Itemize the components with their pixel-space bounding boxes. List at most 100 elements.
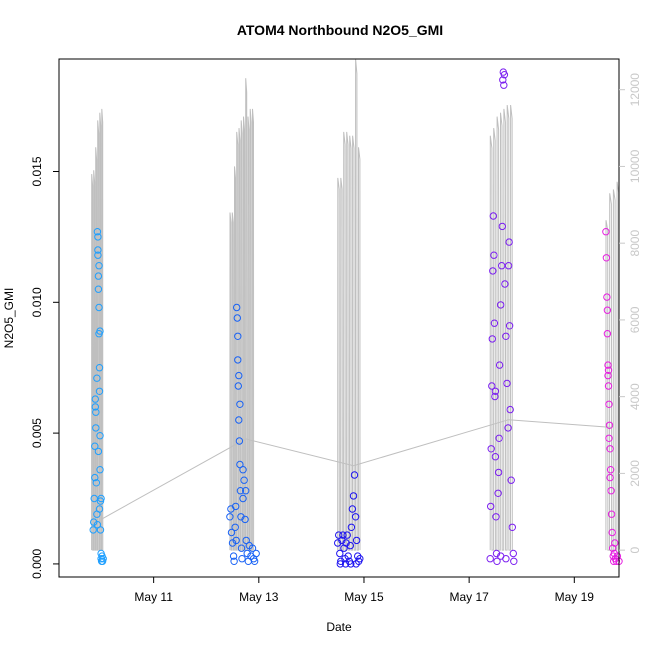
data-point [603, 306, 612, 314]
data-point [347, 560, 355, 568]
data-point [91, 395, 100, 403]
data-point [230, 557, 238, 565]
data-point [90, 518, 98, 526]
y-tick-label: 0.010 [30, 287, 44, 317]
y-tick-label: 0.000 [30, 549, 44, 579]
flight-2-points [226, 303, 260, 565]
data-point [93, 228, 102, 236]
data-point [349, 492, 358, 500]
data-point [604, 366, 613, 374]
y2-tick-label: 0 [628, 546, 642, 553]
data-point [96, 432, 104, 440]
data-point [489, 267, 497, 275]
data-point [233, 303, 241, 312]
x-axis: May 11 May 13 May 15 May 17 May 19 [134, 577, 594, 604]
data-point [226, 513, 234, 521]
y2-tick-label: 12000 [628, 73, 642, 107]
data-point [336, 560, 344, 568]
data-point [491, 392, 499, 401]
data-point [347, 523, 356, 531]
x-tick-label: May 13 [239, 590, 279, 604]
data-point [491, 387, 500, 395]
data-point [93, 374, 101, 382]
data-point [611, 539, 619, 547]
data-point [234, 356, 242, 364]
altitude-segment-4 [489, 104, 513, 551]
data-point [94, 233, 102, 241]
data-point [94, 246, 102, 254]
data-point [491, 453, 500, 461]
altitude-segment-3 [337, 58, 361, 551]
data-point [241, 515, 249, 524]
data-point [606, 445, 614, 453]
data-point [489, 212, 497, 220]
data-point [94, 251, 102, 259]
data-point [603, 330, 612, 338]
plot-frame [58, 58, 620, 578]
data-point [96, 526, 105, 534]
data-point [505, 322, 514, 330]
data-point [501, 280, 509, 288]
data-point [493, 557, 501, 565]
data-point [335, 531, 343, 539]
data-point [490, 251, 498, 259]
data-point [232, 536, 240, 545]
data-point [498, 222, 506, 231]
data-point [500, 81, 508, 89]
data-point [505, 238, 513, 246]
n2o5-series [89, 68, 623, 568]
data-point [508, 523, 516, 531]
data-point [233, 314, 242, 322]
data-point [95, 262, 103, 270]
data-point [91, 442, 99, 450]
data-point [243, 549, 251, 558]
x-tick-label: May 19 [555, 590, 595, 604]
data-point [234, 382, 243, 390]
x-tick-label: May 15 [344, 590, 384, 604]
y-axis-label: N2O5_GMI [2, 288, 16, 349]
altitude-series [91, 58, 620, 551]
data-point [91, 473, 99, 482]
data-point [352, 560, 360, 568]
data-point [490, 319, 499, 327]
y-axis-left: 0.000 0.005 0.010 0.015 [30, 156, 59, 579]
data-point [607, 510, 616, 518]
y2-tick-label: 6000 [628, 306, 642, 333]
data-point [487, 445, 495, 453]
data-point [228, 539, 237, 547]
altitude-connector [100, 419, 612, 520]
data-point [605, 421, 614, 429]
data-point [494, 489, 502, 497]
data-point [352, 536, 361, 545]
data-point [94, 272, 103, 280]
data-point [248, 544, 257, 552]
data-point [95, 364, 104, 372]
data-point [495, 434, 503, 442]
data-point [95, 505, 104, 513]
data-point [229, 552, 238, 560]
y-tick-label: 0.005 [30, 418, 44, 448]
data-point [488, 335, 496, 343]
flight-1-points [89, 228, 107, 565]
data-point [237, 544, 246, 552]
data-point [235, 416, 243, 424]
data-point [96, 327, 104, 335]
data-point [239, 494, 247, 503]
data-point [503, 379, 511, 388]
data-point [95, 303, 103, 312]
data-point [99, 555, 107, 563]
x-axis-label: Date [326, 620, 352, 634]
data-point [238, 555, 246, 563]
altitude-segment-2 [229, 78, 255, 551]
flight-4-points [486, 68, 518, 565]
data-point [91, 403, 100, 411]
y2-tick-label: 4000 [628, 383, 642, 410]
data-point [498, 262, 506, 270]
data-point [97, 494, 105, 503]
data-point [250, 557, 259, 565]
data-point [495, 361, 504, 369]
data-point [92, 408, 100, 416]
data-point [510, 557, 518, 565]
data-point [339, 531, 347, 539]
data-point [602, 228, 610, 236]
